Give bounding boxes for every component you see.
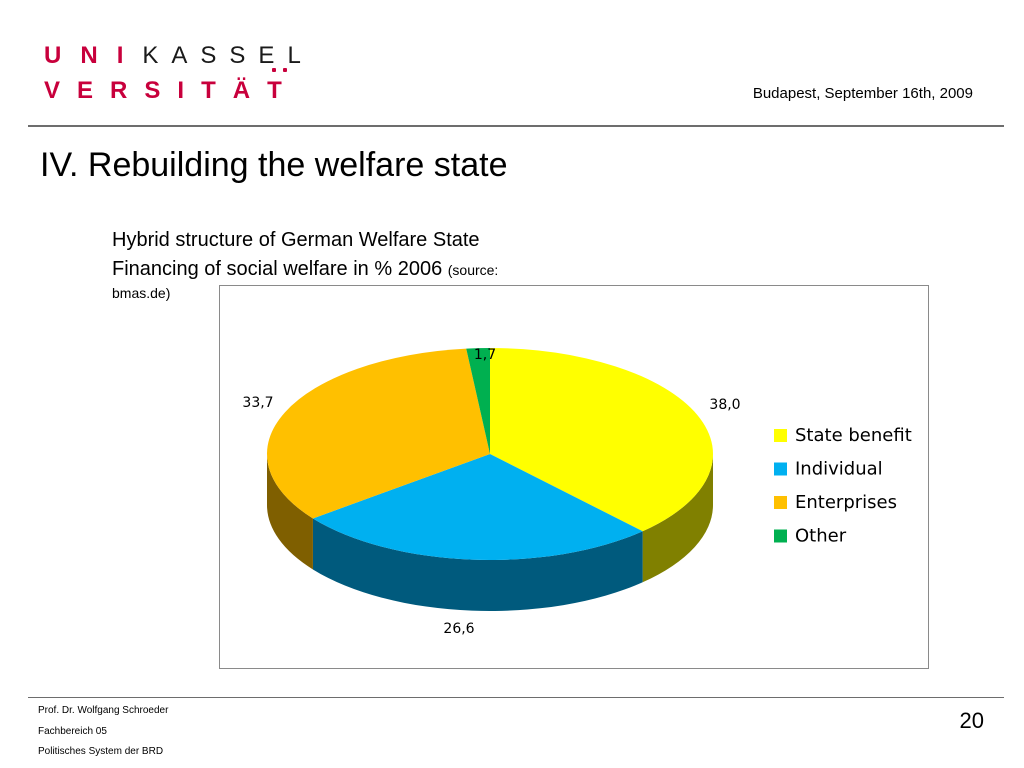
logo-letter: V	[44, 77, 61, 104]
legend-label: Enterprises	[795, 492, 897, 513]
logo-letter: E	[77, 77, 94, 104]
logo-umlaut-mark	[268, 68, 292, 74]
pie-slice	[466, 348, 490, 454]
legend-item: Other	[774, 526, 847, 547]
caption-line-1: Hybrid structure of German Welfare State	[112, 229, 480, 251]
logo-letter: T	[201, 77, 216, 104]
legend-swatch	[774, 429, 787, 442]
chart-caption: Hybrid structure of German Welfare State…	[112, 226, 642, 285]
legend-label: Other	[795, 526, 847, 547]
source-note: (source:	[447, 262, 499, 278]
logo-letter: N	[80, 42, 98, 69]
pie-slice	[266, 348, 490, 519]
data-label: 1,7	[474, 347, 496, 363]
footer-department: Fachbereich 05	[38, 726, 107, 737]
legend-label: Individual	[795, 459, 883, 480]
logo-row-versitat: V E R S I T Ä T	[44, 77, 282, 105]
source-note-continued: bmas.de)	[112, 285, 171, 301]
logo-letter: Ä	[232, 77, 251, 104]
pie-slice	[312, 454, 643, 560]
presentation-date: Budapest, September 16th, 2009	[752, 85, 973, 102]
logo-letter: L	[287, 42, 301, 69]
legend-item: Individual	[774, 459, 883, 480]
caption-line-2: Financing of social welfare in % 2006 (s…	[112, 255, 642, 285]
pie-chart-frame: 38,0 26,6 33,7 1,7 State benefit Individual En…	[219, 285, 929, 669]
legend: State benefit Individual Enterprises Other	[774, 425, 912, 547]
pie-slice-side	[267, 454, 313, 570]
logo-letter: E	[258, 42, 275, 69]
logo-letter: I	[177, 77, 185, 104]
legend-swatch	[774, 462, 787, 476]
data-label: 33,7	[242, 395, 273, 411]
logo-letter: U	[44, 42, 62, 69]
footer-course: Politisches System der BRD	[38, 746, 164, 757]
pie-slice	[490, 348, 713, 532]
data-labels: 38,0 26,6 33,7 1,7	[242, 347, 740, 637]
pie-tops	[266, 348, 713, 560]
legend-item: State benefit	[774, 425, 912, 446]
logo-letter: S	[229, 42, 246, 69]
university-logo: U N I K A S S E L V E R S I T Ä T	[44, 40, 344, 110]
logo-letter: S	[200, 42, 217, 69]
legend-label: State benefit	[795, 425, 912, 446]
caption-text: Financing of social welfare in % 2006	[112, 258, 443, 280]
logo-letter: I	[116, 42, 124, 69]
logo-letter: T	[267, 77, 282, 104]
header-divider	[28, 125, 1004, 127]
logo-row-uni-kassel: U N I K A S S E L	[44, 42, 301, 70]
pie-chart: 38,0 26,6 33,7 1,7 State benefit Individual En…	[242, 347, 912, 637]
footer-divider	[28, 697, 1004, 698]
pie-slice-side	[312, 518, 643, 611]
pie-slice-side	[642, 454, 713, 583]
data-label: 38,0	[709, 397, 740, 413]
pie-sides	[267, 454, 713, 611]
logo-letter: S	[144, 77, 161, 104]
slide-title: IV. Rebuilding the welfare state	[40, 146, 508, 184]
data-label: 26,6	[443, 621, 474, 637]
logo-letter: K	[142, 42, 159, 69]
legend-swatch	[774, 496, 787, 509]
legend-swatch	[774, 529, 787, 543]
logo-letter: A	[171, 42, 188, 69]
logo-letter: R	[110, 77, 128, 104]
footer-author: Prof. Dr. Wolfgang Schroeder	[38, 705, 169, 716]
legend-item: Enterprises	[774, 492, 897, 513]
page-number: 20	[959, 708, 984, 733]
